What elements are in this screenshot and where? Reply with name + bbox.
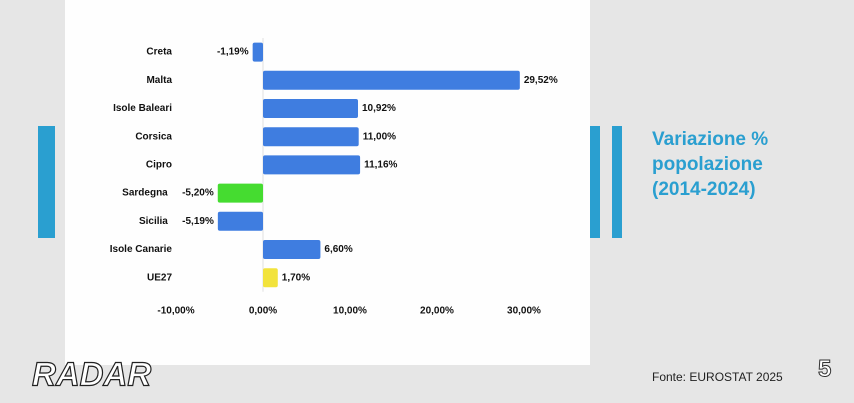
decor-bar: [590, 126, 600, 238]
x-tick-label: 0,00%: [249, 306, 277, 317]
category-label: Sicilia: [139, 216, 168, 227]
decor-bar: [612, 126, 622, 238]
chart-title: Variazione % popolazione (2014-2024): [652, 129, 768, 200]
bar: [217, 211, 263, 231]
source: Fonte: EUROSTAT 2025: [652, 370, 783, 384]
bar: [263, 127, 359, 147]
category-label: UE27: [147, 272, 172, 283]
logo: RADAR: [32, 356, 151, 393]
category-label: Sardegna: [122, 188, 168, 199]
value-label: 29,52%: [524, 75, 558, 86]
channel-logo: 5: [818, 355, 831, 382]
x-tick-label: -10,00%: [157, 306, 194, 317]
bar: [263, 155, 361, 175]
value-label: 11,16%: [364, 160, 397, 171]
category-label: Isole Baleari: [113, 103, 172, 114]
value-label: 10,92%: [362, 103, 396, 114]
value-label: 11,00%: [363, 131, 396, 142]
bar: [263, 70, 520, 90]
value-label: -5,19%: [182, 216, 214, 227]
value-label: 1,70%: [282, 272, 310, 283]
value-label: 6,60%: [324, 244, 352, 255]
bar: [263, 240, 321, 259]
x-tick-label: 10,00%: [333, 306, 367, 317]
value-label: -1,19%: [217, 47, 249, 58]
decor-bar: [38, 126, 55, 238]
chart-panel: [65, 0, 590, 365]
plot: -10,00% 0,00% 10,00% 20,00% 30,00% -1,19% Cret…: [110, 38, 558, 317]
category-label: Corsica: [135, 131, 172, 142]
bar: [263, 99, 359, 118]
category-label: Creta: [146, 47, 172, 58]
category-label: Cipro: [146, 160, 172, 171]
value-label: -5,20%: [182, 188, 214, 199]
x-tick-label: 30,00%: [507, 306, 541, 317]
bar: [217, 183, 263, 203]
category-label: Isole Canarie: [110, 244, 173, 255]
x-tick-label: 20,00%: [420, 306, 454, 317]
category-label: Malta: [146, 75, 172, 86]
bar: [263, 268, 278, 288]
bar: [252, 42, 263, 62]
